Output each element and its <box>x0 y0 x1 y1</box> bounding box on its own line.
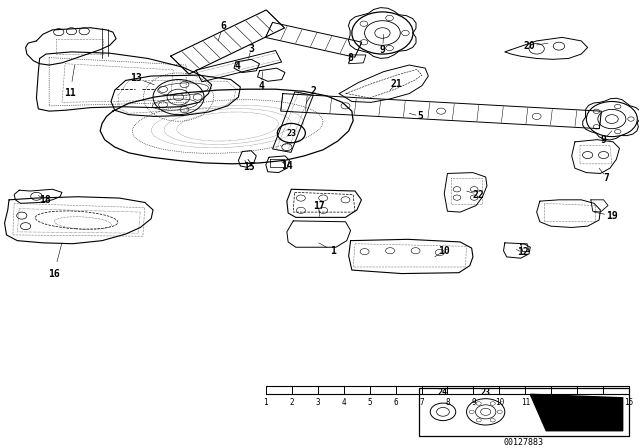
Text: 00127883: 00127883 <box>504 438 544 447</box>
Text: 22: 22 <box>472 190 484 199</box>
Text: 9: 9 <box>600 135 607 145</box>
Text: 9: 9 <box>380 45 385 55</box>
Text: 2: 2 <box>310 86 317 96</box>
Text: 11: 11 <box>521 398 530 407</box>
Text: 6: 6 <box>393 398 398 407</box>
Text: 10: 10 <box>438 246 450 256</box>
Text: 15: 15 <box>625 398 634 407</box>
Text: 12: 12 <box>516 247 529 258</box>
Text: 11: 11 <box>65 88 76 98</box>
Text: 4: 4 <box>259 81 264 90</box>
Text: 3: 3 <box>248 44 254 54</box>
Text: 14: 14 <box>281 161 292 171</box>
Text: 4: 4 <box>234 61 240 71</box>
Text: 9: 9 <box>471 398 476 407</box>
Text: 17: 17 <box>313 201 324 211</box>
Text: 7: 7 <box>419 398 424 407</box>
Text: 10: 10 <box>495 398 504 407</box>
Text: 23: 23 <box>481 388 491 397</box>
Text: 18: 18 <box>39 195 51 205</box>
Text: 16: 16 <box>48 269 60 280</box>
Text: 14: 14 <box>598 398 608 407</box>
Text: 1: 1 <box>330 246 336 256</box>
Text: 8: 8 <box>348 52 353 63</box>
Text: 21: 21 <box>390 79 403 89</box>
Text: 20: 20 <box>523 41 535 51</box>
Text: 15: 15 <box>243 162 255 172</box>
Text: 5: 5 <box>367 398 372 407</box>
Bar <box>419 388 629 436</box>
Text: 4: 4 <box>341 398 346 407</box>
Text: 23: 23 <box>286 129 296 138</box>
Text: 7: 7 <box>604 173 610 183</box>
Text: 13: 13 <box>131 73 142 83</box>
Text: 1: 1 <box>264 398 268 407</box>
Text: 3: 3 <box>316 398 320 407</box>
Text: 19: 19 <box>606 211 618 220</box>
Text: 5: 5 <box>418 112 424 121</box>
Text: 12: 12 <box>547 398 556 407</box>
Text: 24: 24 <box>438 388 448 397</box>
Text: 13: 13 <box>573 398 582 407</box>
Text: 2: 2 <box>289 398 294 407</box>
Text: 6: 6 <box>220 21 226 30</box>
Text: 8: 8 <box>445 398 450 407</box>
Polygon shape <box>531 394 623 431</box>
